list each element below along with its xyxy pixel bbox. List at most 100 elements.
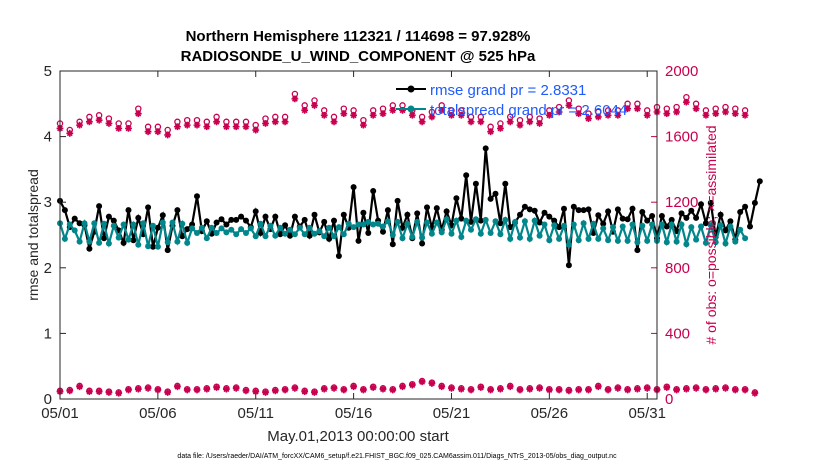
series-obs-assimilated: [56, 95, 749, 139]
data-point-totalspread: [551, 222, 558, 229]
data-point-rmse: [150, 243, 156, 250]
data-point-obs-assimilated-low: [614, 384, 622, 392]
data-point-obs-assimilated-low: [76, 383, 83, 391]
data-point-obs-assimilated: [281, 118, 289, 126]
plot-frame: [59, 70, 658, 400]
data-point-totalspread: [159, 219, 166, 226]
data-point-obs-assimilated: [487, 128, 495, 136]
legend: rmse grand pr = 2.8331 totalspread grand…: [396, 82, 627, 119]
data-point-totalspread: [394, 218, 401, 225]
data-point-rmse: [306, 232, 313, 239]
data-point-totalspread: [409, 234, 416, 240]
data-point-rmse: [282, 222, 289, 229]
data-point-rmse: [570, 203, 577, 210]
data-point-totalspread: [737, 226, 744, 233]
data-point-totalspread: [96, 239, 103, 246]
x-tick-label: 05/01: [41, 405, 79, 422]
chart-title-line-1: Northern Hemisphere 112321 / 114698 = 97…: [186, 28, 531, 45]
data-point-rmse: [614, 206, 621, 213]
data-point-obs-assimilated: [164, 131, 172, 139]
data-point-totalspread: [120, 221, 127, 228]
data-point-obs-assimilated-low: [222, 385, 230, 393]
data-point-rmse: [580, 207, 587, 214]
data-point-totalspread: [678, 221, 685, 228]
x-axis-label: May.01,2013 00:00:00 start: [267, 428, 449, 445]
y-left-tick-label: 4: [44, 129, 52, 146]
data-point-obs-assimilated: [134, 110, 142, 118]
data-point-obs-assimilated-low: [203, 385, 211, 393]
x-tick-label: 05/11: [238, 405, 274, 422]
data-point-rmse: [340, 211, 347, 218]
data-point-obs-assimilated: [66, 129, 74, 137]
data-point-totalspread: [507, 235, 514, 242]
data-point-obs-assimilated-low: [379, 385, 387, 393]
data-point-totalspread: [380, 223, 386, 230]
data-point-totalspread: [673, 238, 680, 245]
data-point-rmse: [541, 209, 548, 216]
data-point-obs-assimilated: [497, 125, 504, 132]
data-point-obs-assimilated-low: [183, 386, 191, 394]
data-point-rmse: [389, 241, 396, 248]
x-tick-label: 05/31: [628, 405, 666, 422]
data-point-obs-assimilated-low: [115, 389, 123, 397]
series-layer: [56, 90, 763, 397]
data-point-obs-assimilated-low: [545, 386, 553, 394]
data-point-rmse: [629, 205, 636, 212]
data-point-obs-assimilated: [330, 118, 338, 126]
data-point-rmse: [742, 203, 749, 210]
data-point-obs-assimilated-low: [359, 386, 367, 394]
data-point-obs-assimilated-low: [105, 389, 113, 396]
data-point-totalspread: [658, 221, 665, 228]
data-point-rmse: [228, 216, 235, 223]
data-point-obs-assimilated-low: [506, 383, 514, 391]
data-point-totalspread: [101, 220, 107, 227]
data-point-totalspread: [316, 228, 323, 235]
data-point-rmse: [326, 235, 333, 242]
data-point-rmse: [380, 228, 386, 235]
right-tick-labels: 0 400 800 1200 1600 2000: [665, 63, 698, 408]
data-point-rmse: [238, 213, 245, 220]
data-point-totalspread: [86, 238, 93, 245]
data-point-rmse: [502, 180, 509, 187]
data-point-totalspread: [512, 218, 519, 225]
data-point-totalspread: [184, 239, 191, 246]
data-point-obs-assimilated: [379, 110, 387, 118]
data-point-obs-assimilated: [301, 106, 309, 114]
data-point-obs-assimilated: [555, 108, 563, 116]
data-point-obs-assimilated: [741, 111, 749, 119]
data-point-obs-assimilated: [438, 106, 446, 114]
data-point-totalspread: [335, 224, 342, 231]
data-point-rmse: [159, 212, 166, 219]
data-point-obs-assimilated-low: [575, 386, 583, 394]
data-point-obs-assimilated-low: [604, 386, 612, 394]
data-point-totalspread: [433, 219, 440, 226]
data-point-totalspread: [76, 238, 83, 245]
data-point-totalspread: [282, 230, 289, 237]
data-point-rmse: [600, 220, 607, 227]
data-point-totalspread: [326, 224, 333, 231]
data-point-totalspread: [541, 221, 548, 228]
data-point-totalspread: [267, 222, 274, 229]
data-point-totalspread: [238, 226, 245, 233]
data-point-obs-assimilated: [614, 111, 622, 119]
data-point-obs-assimilated: [467, 118, 475, 126]
data-point-rmse: [521, 203, 528, 210]
series-totalspread: [57, 216, 749, 250]
data-point-rmse: [722, 227, 729, 234]
data-point-rmse: [272, 213, 279, 220]
data-point-rmse: [624, 216, 631, 223]
data-point-rmse: [482, 145, 489, 152]
y-left-tick-label: 2: [44, 260, 52, 277]
data-point-obs-assimilated-low: [301, 388, 309, 396]
data-point-obs-assimilated: [731, 110, 739, 118]
data-point-rmse: [404, 211, 411, 218]
data-point-totalspread: [419, 234, 426, 241]
y-right-tick-label: 800: [665, 260, 690, 277]
data-point-obs-assimilated: [428, 113, 436, 121]
y-left-tick-label: 0: [44, 391, 52, 408]
data-point-obs-assimilated: [95, 116, 103, 124]
data-point-rmse: [311, 211, 318, 218]
data-point-rmse: [61, 207, 68, 214]
data-point-rmse: [350, 184, 357, 191]
data-point-totalspread: [605, 237, 612, 244]
